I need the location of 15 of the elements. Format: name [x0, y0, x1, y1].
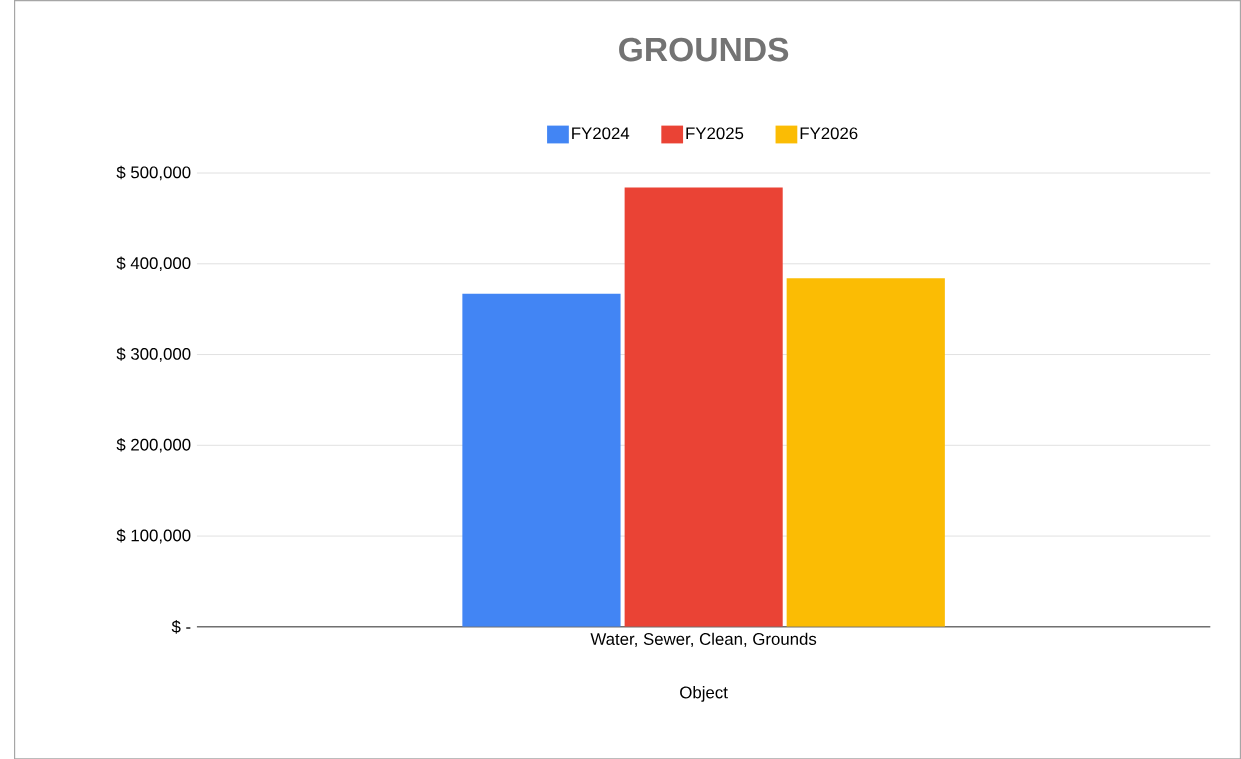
bar [624, 187, 783, 627]
y-tick-label: $ 200,000 [116, 437, 191, 453]
y-tick-label: $ 100,000 [116, 528, 191, 544]
y-tick-label: $ 500,000 [116, 165, 191, 181]
y-tick-label: $ - [171, 619, 191, 634]
y-tick-label: $ 400,000 [116, 256, 191, 271]
bar [462, 293, 621, 627]
legend-label: FY2024 [572, 127, 630, 140]
x-axis-title: Object [680, 685, 728, 702]
y-tick-label: $ 300,000 [116, 347, 191, 362]
legend-label: FY2026 [800, 127, 858, 140]
legend-label: FY2025 [686, 127, 744, 140]
x-tick-label: Water, Sewer, Clean, Grounds [590, 632, 817, 647]
chart-title: GROUNDS [619, 37, 789, 62]
bar [786, 278, 945, 627]
